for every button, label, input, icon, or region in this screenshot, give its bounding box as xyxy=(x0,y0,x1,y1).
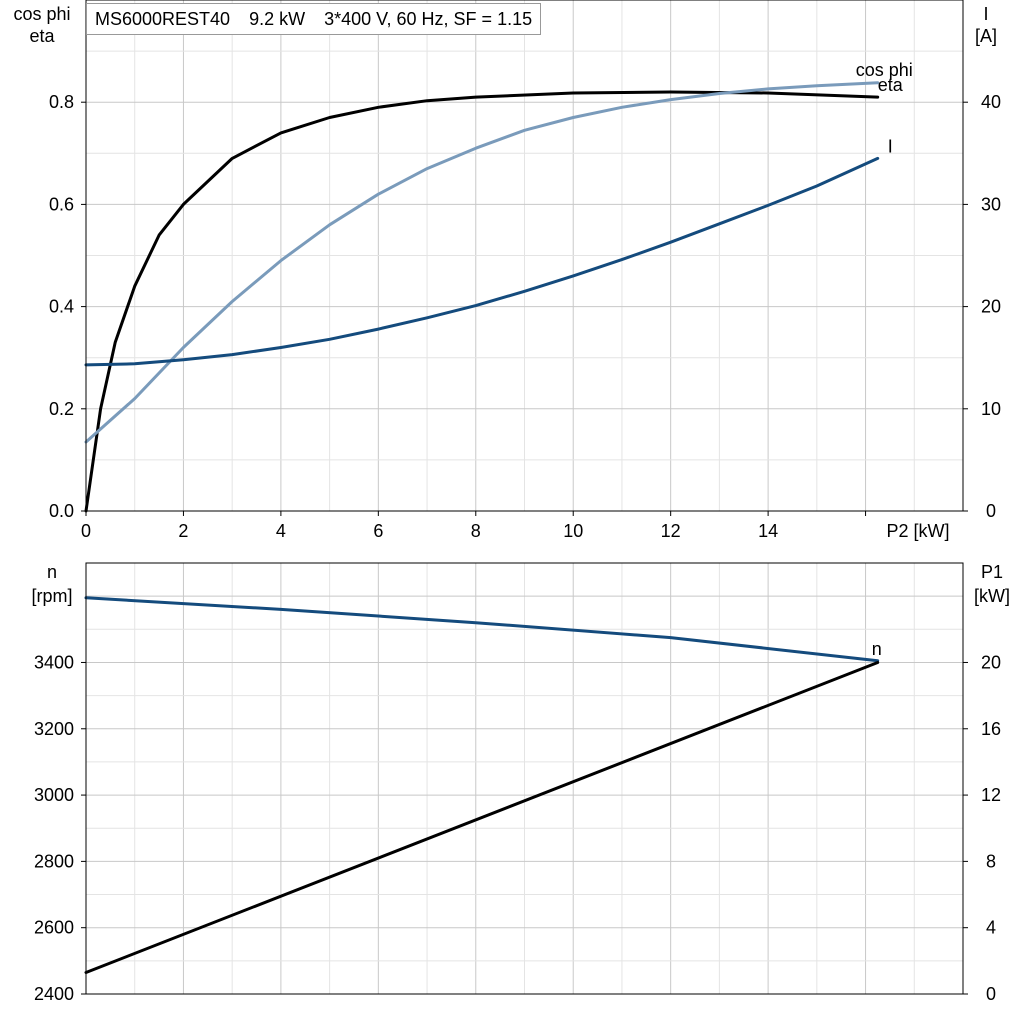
left-tick-label: 0.4 xyxy=(49,297,74,317)
title-supply: 3*400 V, 60 Hz, SF = 1.15 xyxy=(324,9,533,29)
series-label-cos-phi: cos phi xyxy=(856,60,913,80)
top-ticks: 0.0 0.2 0.4 0.6 0.8 0 10 20 30 40 0 2 4 6 8 10 12 14 xyxy=(49,92,1001,541)
right-tick-label: 0 xyxy=(986,501,996,521)
chart-title: MS6000REST40 9.2 kW 3*400 V, 60 Hz, SF =… xyxy=(86,3,542,35)
bottom-left-axis-label-2: [rpm] xyxy=(31,586,72,606)
bottom-series: n xyxy=(84,596,882,974)
left-tick-label: 3400 xyxy=(34,652,74,672)
x-tick-label: 6 xyxy=(373,521,383,541)
bottom-ticks: 2400 2600 2800 3000 3200 3400 0 4 8 12 16 20 xyxy=(34,652,1001,1004)
bottom-left-axis-label-1: n xyxy=(47,562,57,582)
x-tick-label: 10 xyxy=(563,521,583,541)
right-tick-label: 8 xyxy=(986,851,996,871)
right-tick-label: 16 xyxy=(981,719,1001,739)
series-label-i: I xyxy=(888,136,893,156)
top-grid xyxy=(86,0,963,511)
left-tick-label: 3200 xyxy=(34,719,74,739)
bottom-grid xyxy=(86,563,963,994)
left-tick-label: 0.8 xyxy=(49,92,74,112)
x-axis-label: P2 [kW] xyxy=(886,521,949,541)
bottom-right-axis-label-2: [kW] xyxy=(974,586,1010,606)
series-line-i xyxy=(84,156,880,367)
title-model: MS6000REST40 xyxy=(95,9,231,29)
left-tick-label: 0.2 xyxy=(49,399,74,419)
bottom-right-axis-label-1: P1 xyxy=(981,562,1003,582)
right-tick-label: 30 xyxy=(981,194,1001,214)
x-tick-label: 8 xyxy=(471,521,481,541)
right-tick-label: 10 xyxy=(981,399,1001,419)
bottom-plot-frame xyxy=(85,562,964,995)
series-line-eta xyxy=(84,90,880,513)
right-tick-label: 0 xyxy=(986,984,996,1004)
top-right-axis-label-1: I xyxy=(983,4,988,24)
top-right-axis-label-2: [A] xyxy=(975,26,997,46)
left-tick-label: 2800 xyxy=(34,851,74,871)
left-tick-label: 0.6 xyxy=(49,194,74,214)
x-tick-label: 0 xyxy=(81,521,91,541)
bottom-panel: n 2400 2600 2800 3000 3200 3400 0 4 8 12 16 20 n [r… xyxy=(31,562,1010,1004)
left-tick-label: 3000 xyxy=(34,785,74,805)
top-axis-labels: cos phi eta I [A] P2 [kW] xyxy=(13,4,997,541)
top-left-axis-label-1: cos phi xyxy=(13,4,70,24)
right-tick-label: 12 xyxy=(981,785,1001,805)
left-tick-label: 2600 xyxy=(34,918,74,938)
x-tick-label: 14 xyxy=(758,521,778,541)
series-label-eta: eta xyxy=(878,75,904,95)
left-tick-label: 0.0 xyxy=(49,501,74,521)
top-plot-frame xyxy=(85,0,964,512)
bottom-axis-labels: n [rpm] P1 [kW] xyxy=(31,562,1010,606)
x-tick-label: 4 xyxy=(276,521,286,541)
series-line-n xyxy=(84,596,880,663)
x-tick-label: 2 xyxy=(178,521,188,541)
top-left-axis-label-2: eta xyxy=(29,26,55,46)
series-label-n: n xyxy=(872,639,882,659)
left-tick-label: 2400 xyxy=(34,984,74,1004)
right-tick-label: 40 xyxy=(981,92,1001,112)
x-tick-label: 12 xyxy=(661,521,681,541)
right-tick-label: 20 xyxy=(981,297,1001,317)
series-line-p1 xyxy=(84,661,880,974)
right-tick-label: 20 xyxy=(981,652,1001,672)
right-tick-label: 4 xyxy=(986,918,996,938)
title-power: 9.2 kW xyxy=(249,9,306,29)
series-line-cos-phi xyxy=(84,81,880,444)
